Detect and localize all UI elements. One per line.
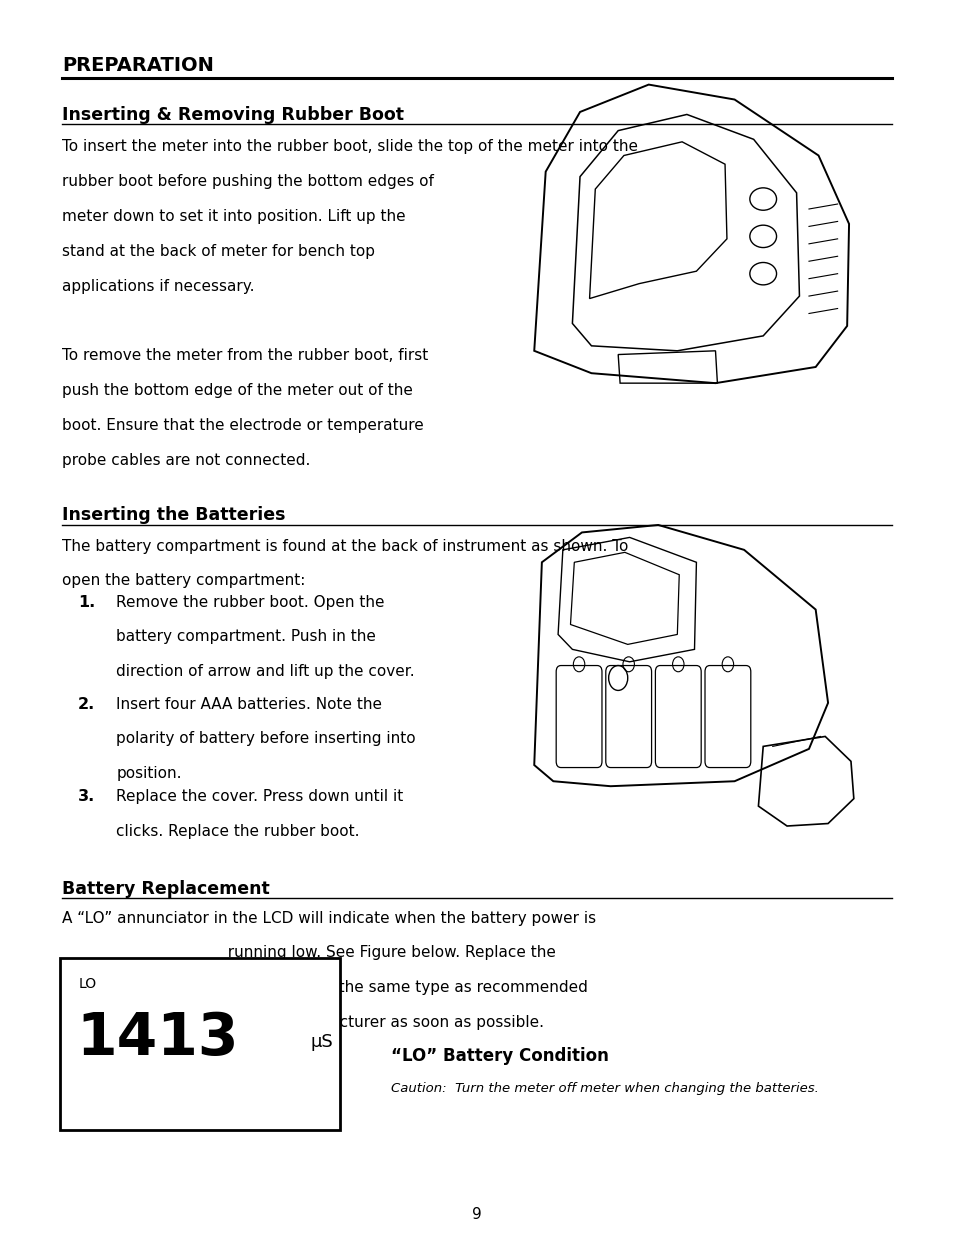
Text: stand at the back of meter for bench top: stand at the back of meter for bench top — [62, 244, 375, 259]
Text: polarity of battery before inserting into: polarity of battery before inserting int… — [116, 731, 416, 746]
Text: μS: μS — [310, 1033, 333, 1050]
Text: clicks. Replace the rubber boot.: clicks. Replace the rubber boot. — [116, 824, 359, 838]
Text: Inserting the Batteries: Inserting the Batteries — [62, 506, 285, 524]
Text: by the manufacturer as soon as possible.: by the manufacturer as soon as possible. — [62, 1015, 543, 1030]
Text: A “LO” annunciator in the LCD will indicate when the battery power is: A “LO” annunciator in the LCD will indic… — [62, 911, 596, 926]
Text: 9: 9 — [472, 1207, 481, 1222]
Text: Replace the cover. Press down until it: Replace the cover. Press down until it — [116, 789, 403, 804]
Text: battery compartment. Push in the: battery compartment. Push in the — [116, 629, 375, 644]
Text: running low. See Figure below. Replace the: running low. See Figure below. Replace t… — [62, 945, 556, 960]
Text: meter down to set it into position. Lift up the: meter down to set it into position. Lift… — [62, 209, 405, 224]
Text: The battery compartment is found at the back of instrument as shown. To: The battery compartment is found at the … — [62, 539, 628, 554]
Text: Battery Replacement: Battery Replacement — [62, 880, 270, 897]
Text: “LO” Battery Condition: “LO” Battery Condition — [391, 1047, 608, 1065]
Text: LO: LO — [78, 977, 96, 990]
Text: rubber boot before pushing the bottom edges of: rubber boot before pushing the bottom ed… — [62, 174, 434, 189]
Text: Insert four AAA batteries. Note the: Insert four AAA batteries. Note the — [116, 697, 382, 712]
Text: Caution:  Turn the meter off meter when changing the batteries.: Caution: Turn the meter off meter when c… — [391, 1082, 819, 1095]
Text: open the battery compartment:: open the battery compartment: — [62, 573, 305, 588]
Text: position.: position. — [116, 766, 182, 781]
Text: boot. Ensure that the electrode or temperature: boot. Ensure that the electrode or tempe… — [62, 418, 423, 433]
Text: To insert the meter into the rubber boot, slide the top of the meter into the: To insert the meter into the rubber boot… — [62, 139, 638, 154]
Text: Inserting & Removing Rubber Boot: Inserting & Removing Rubber Boot — [62, 106, 403, 123]
Text: To remove the meter from the rubber boot, first: To remove the meter from the rubber boot… — [62, 348, 428, 363]
Text: push the bottom edge of the meter out of the: push the bottom edge of the meter out of… — [62, 383, 413, 398]
FancyBboxPatch shape — [60, 958, 339, 1130]
Text: batteries with the same type as recommended: batteries with the same type as recommen… — [62, 980, 587, 995]
Text: direction of arrow and lift up the cover.: direction of arrow and lift up the cover… — [116, 664, 415, 679]
Text: Remove the rubber boot. Open the: Remove the rubber boot. Open the — [116, 595, 384, 610]
Text: probe cables are not connected.: probe cables are not connected. — [62, 453, 310, 468]
Text: 1.: 1. — [78, 595, 95, 610]
Text: 3.: 3. — [78, 789, 95, 804]
Text: PREPARATION: PREPARATION — [62, 56, 213, 75]
Text: 1413: 1413 — [76, 1010, 238, 1067]
Text: 2.: 2. — [78, 697, 95, 712]
Text: applications if necessary.: applications if necessary. — [62, 279, 254, 294]
